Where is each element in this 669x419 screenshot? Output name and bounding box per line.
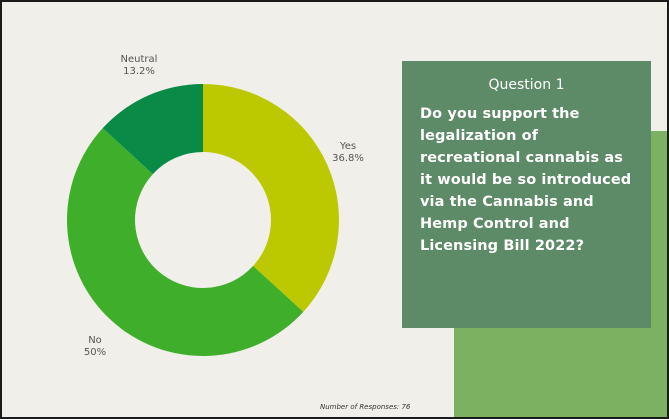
question-card: Question 1 Do you support the legalizati… — [402, 61, 651, 328]
slice-percent-yes: 36.8% — [332, 153, 364, 164]
question-heading: Question 1 — [488, 77, 565, 93]
question-text: Do you support the legalization of recre… — [420, 106, 632, 254]
slice-label-neutral: Neutral — [121, 54, 158, 65]
slice-label-yes: Yes — [339, 141, 356, 152]
donut-slice-yes — [203, 84, 339, 312]
slice-percent-no: 50% — [84, 347, 106, 358]
slice-label-no: No — [88, 335, 102, 346]
responses-count: Number of Responses: 76 — [320, 403, 411, 411]
slice-percent-neutral: 13.2% — [123, 66, 155, 77]
donut-slice-neutral — [102, 84, 203, 175]
donut-slice-no — [66, 128, 304, 356]
